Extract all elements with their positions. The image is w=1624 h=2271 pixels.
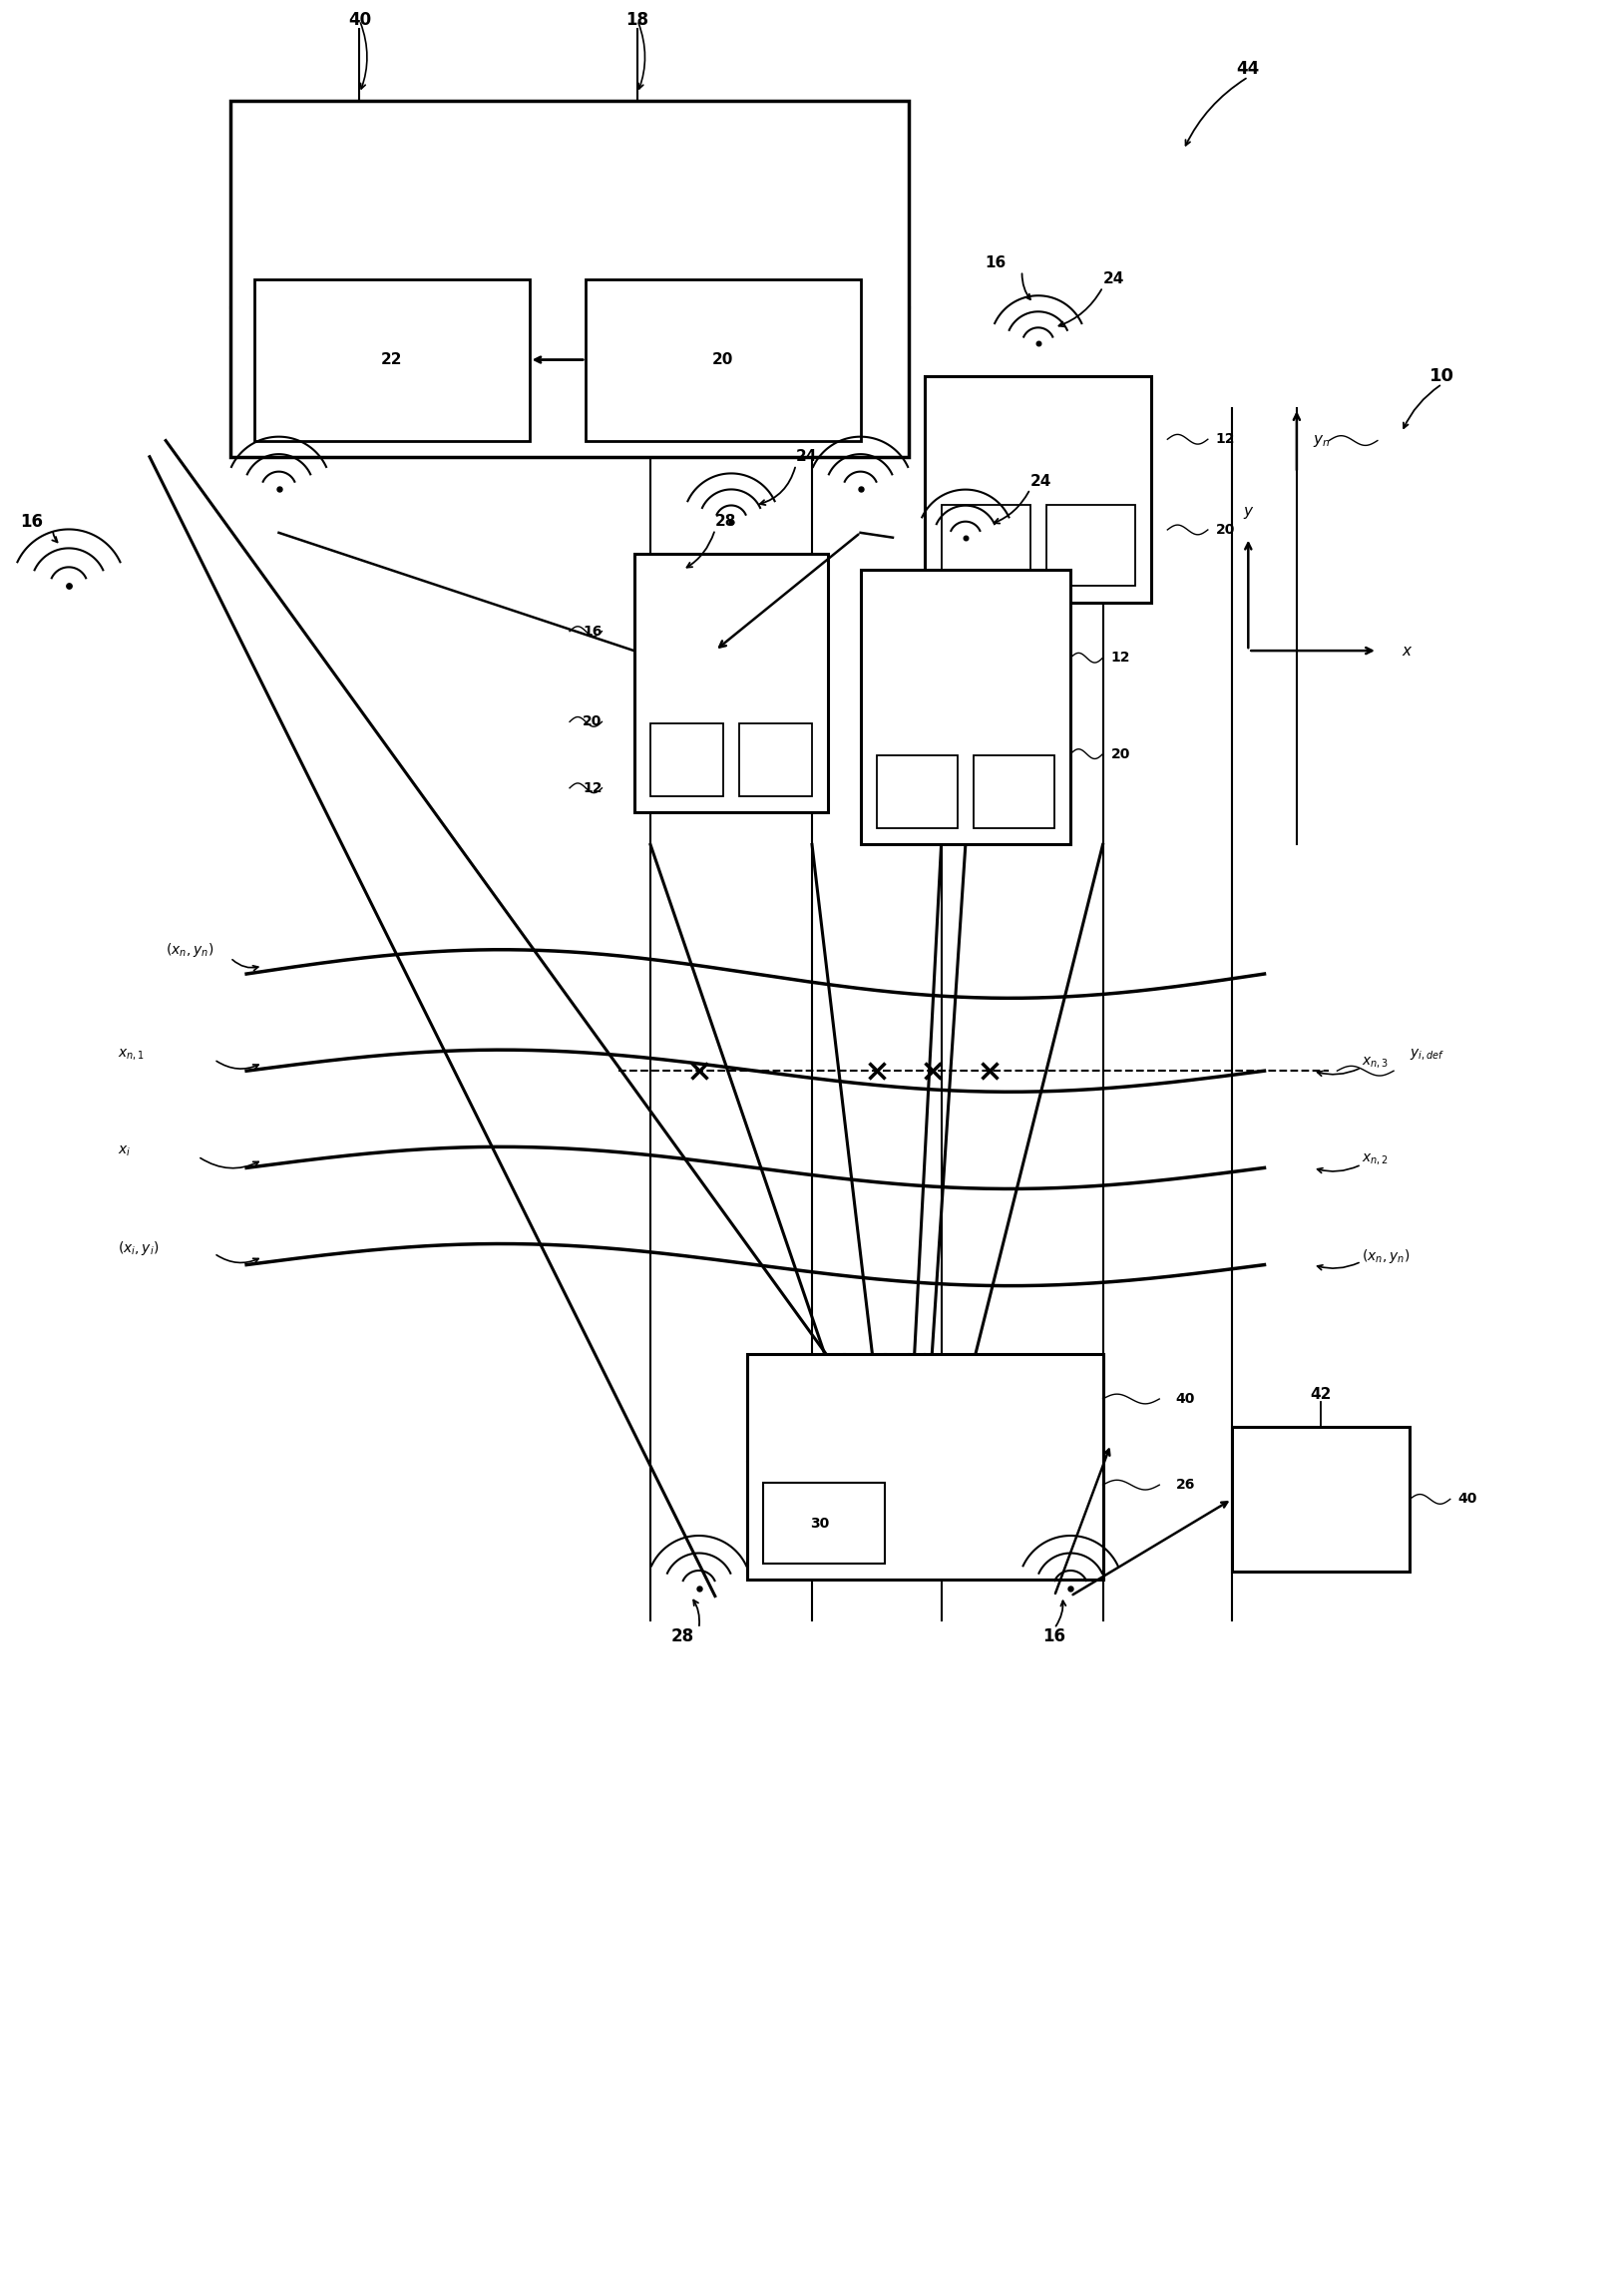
Bar bbox=[942, 504, 1030, 586]
Bar bbox=[739, 724, 812, 797]
Text: 44: 44 bbox=[1236, 59, 1260, 77]
Text: $x$: $x$ bbox=[1402, 643, 1413, 659]
Text: $(x_n,y_n)$: $(x_n,y_n)$ bbox=[1361, 1247, 1410, 1265]
Text: 16: 16 bbox=[1043, 1628, 1065, 1646]
Text: 12: 12 bbox=[1111, 652, 1130, 665]
Bar bbox=[586, 279, 861, 441]
Bar bbox=[635, 554, 828, 813]
Bar bbox=[926, 377, 1151, 602]
Text: 12: 12 bbox=[1216, 431, 1236, 447]
Text: 30: 30 bbox=[810, 1517, 830, 1531]
Text: 24: 24 bbox=[796, 450, 817, 463]
Text: 40: 40 bbox=[348, 11, 372, 30]
Text: $(x_i ,y_i )$: $(x_i ,y_i )$ bbox=[117, 1240, 159, 1258]
Text: $x_{n,1}$: $x_{n,1}$ bbox=[117, 1047, 145, 1063]
Text: $y$: $y$ bbox=[1242, 506, 1254, 522]
Text: $y_n$: $y_n$ bbox=[1312, 431, 1330, 450]
Text: 22: 22 bbox=[382, 352, 403, 368]
Text: 20: 20 bbox=[1216, 522, 1236, 536]
Text: 24: 24 bbox=[963, 1369, 984, 1385]
Bar bbox=[255, 279, 529, 441]
Text: 10: 10 bbox=[1429, 368, 1455, 384]
Bar bbox=[651, 724, 723, 797]
Text: 12: 12 bbox=[583, 781, 603, 795]
Text: 18: 18 bbox=[625, 11, 650, 30]
Text: 42: 42 bbox=[1311, 1388, 1332, 1401]
Text: 16: 16 bbox=[984, 254, 1005, 270]
Text: 20: 20 bbox=[1111, 747, 1130, 761]
Text: 40: 40 bbox=[1176, 1392, 1195, 1406]
Text: 16: 16 bbox=[21, 513, 44, 531]
Text: $x_i$: $x_i$ bbox=[117, 1145, 130, 1158]
Text: 28: 28 bbox=[671, 1628, 695, 1646]
Bar bbox=[763, 1483, 885, 1565]
Text: 24: 24 bbox=[1103, 273, 1124, 286]
Text: 20: 20 bbox=[713, 352, 734, 368]
Text: $x_{n,3}$: $x_{n,3}$ bbox=[1361, 1056, 1389, 1070]
Bar bbox=[861, 570, 1070, 845]
Text: 20: 20 bbox=[583, 715, 603, 729]
Text: 26: 26 bbox=[1176, 1478, 1195, 1492]
Bar bbox=[231, 102, 909, 456]
Text: 24: 24 bbox=[1030, 472, 1051, 488]
Text: 28: 28 bbox=[715, 513, 736, 529]
Bar bbox=[877, 756, 958, 829]
Bar bbox=[747, 1354, 1103, 1581]
Text: 40: 40 bbox=[1458, 1492, 1478, 1506]
Text: 16: 16 bbox=[583, 625, 603, 638]
Text: $x_{n,2}$: $x_{n,2}$ bbox=[1361, 1151, 1389, 1167]
Bar bbox=[1233, 1426, 1410, 1572]
Text: $(x_n,y_n)$: $(x_n,y_n)$ bbox=[166, 940, 214, 958]
Text: $y_{i,def}$: $y_{i,def}$ bbox=[1410, 1047, 1445, 1063]
Bar bbox=[1046, 504, 1135, 586]
Bar bbox=[973, 756, 1054, 829]
